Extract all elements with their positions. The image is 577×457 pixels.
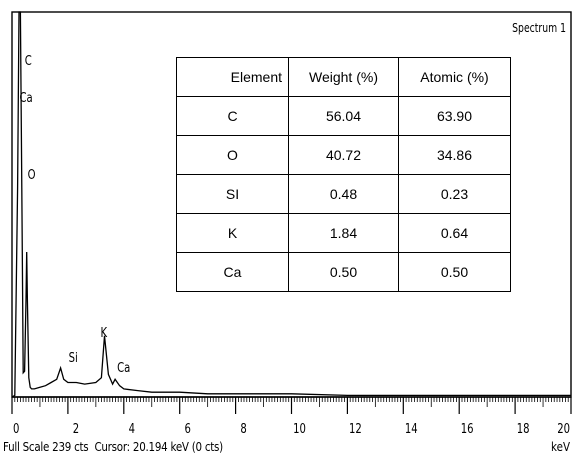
cell-weight: 40.72 — [288, 135, 399, 175]
spectrum-layer — [11, 11, 571, 398]
header-element: Element — [176, 57, 289, 97]
cell-weight: 1.84 — [288, 213, 399, 253]
table-row: C 56.04 63.90 — [176, 96, 511, 136]
x-tick-label: 18 — [517, 421, 530, 436]
cell-weight: 0.50 — [288, 252, 399, 292]
cell-element: O — [176, 135, 289, 175]
table-row: SI 0.48 0.23 — [176, 174, 511, 214]
x-tick-label: 14 — [405, 421, 418, 436]
peak-label: Si — [69, 350, 78, 365]
x-tick-label: 2 — [73, 421, 79, 436]
cell-atomic: 0.64 — [398, 213, 511, 253]
peak-label: C — [25, 53, 32, 68]
peak-label: Ca — [20, 90, 33, 105]
chart-title: Spectrum 1 — [512, 21, 566, 35]
peak-labels: C Ca O Si K Ca — [20, 53, 131, 375]
cell-element: K — [176, 213, 289, 253]
cell-weight: 0.48 — [288, 174, 399, 214]
peak-label: O — [28, 167, 36, 182]
cell-weight: 56.04 — [288, 96, 399, 136]
cell-atomic: 0.50 — [398, 252, 511, 292]
cell-element: Ca — [176, 252, 289, 292]
header-weight: Weight (%) — [288, 57, 399, 97]
cell-atomic: 34.86 — [398, 135, 511, 175]
x-tick-label: 16 — [461, 421, 474, 436]
table-row: O 40.72 34.86 — [176, 135, 511, 175]
peak-label: K — [101, 325, 108, 340]
x-tick-label: 0 — [13, 421, 19, 436]
cell-element: SI — [176, 174, 289, 214]
x-tick-label: 6 — [185, 421, 191, 436]
full-scale-readout: Full Scale 239 cts — [3, 440, 89, 454]
x-tick-label: 4 — [129, 421, 135, 436]
spectrum-series-0 — [11, 11, 571, 398]
header-atomic: Atomic (%) — [398, 57, 511, 97]
table-header-row: Element Weight (%) Atomic (%) — [176, 57, 511, 97]
table-row: Ca 0.50 0.50 — [176, 252, 511, 292]
x-axis: 0 2 4 6 8 10 12 14 16 18 20 — [11, 396, 572, 436]
x-axis-unit: keV — [551, 440, 571, 454]
cell-atomic: 63.90 — [398, 96, 511, 136]
x-tick-label: 8 — [240, 421, 246, 436]
status-footer: Full Scale 239 cts Cursor: 20.194 keV (0… — [3, 440, 223, 454]
cursor-readout: Cursor: 20.194 keV (0 cts) — [94, 440, 223, 454]
cell-atomic: 0.23 — [398, 174, 511, 214]
x-tick-label: 12 — [349, 421, 362, 436]
peak-label: Ca — [117, 360, 130, 375]
cell-element: C — [176, 96, 289, 136]
x-tick-label: 10 — [293, 421, 306, 436]
composition-table: Element Weight (%) Atomic (%) C 56.04 63… — [176, 57, 511, 292]
x-tick-label: 20 — [557, 421, 570, 436]
table-row: K 1.84 0.64 — [176, 213, 511, 253]
